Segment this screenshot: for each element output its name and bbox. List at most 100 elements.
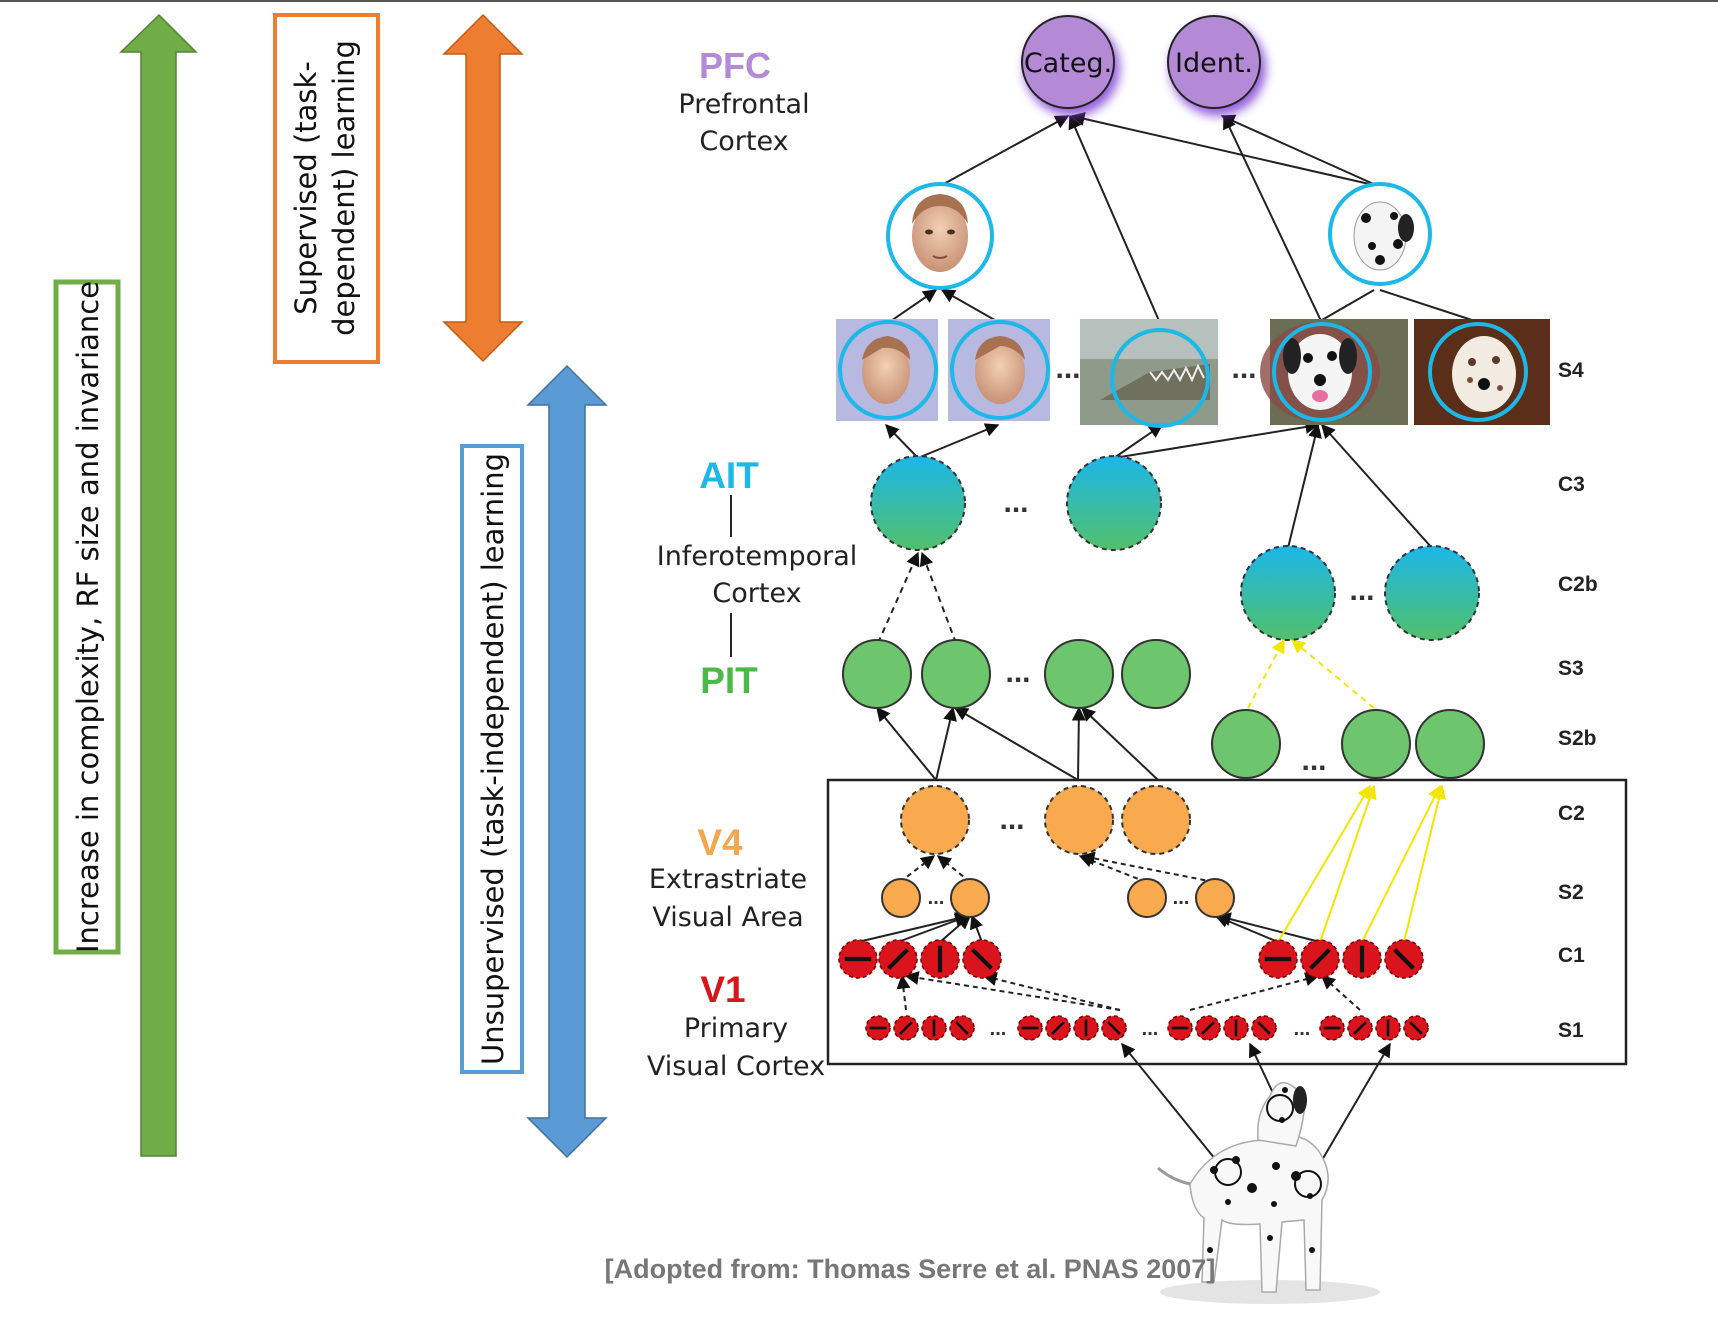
layer-label-c2b: C2b (1558, 573, 1598, 596)
s2b-unit (1415, 709, 1485, 779)
c1-units (838, 939, 1424, 979)
s4-dalmatian-unit-1 (1260, 319, 1408, 425)
v1-line2: Visual Cortex (647, 1051, 825, 1082)
c2-unit (900, 785, 970, 855)
ident-node: Ident. (1167, 15, 1266, 116)
unsupervised-arrow (526, 364, 608, 1159)
pfc-abbr: PFC (699, 45, 771, 86)
v1-abbr: V1 (700, 969, 745, 1010)
dog-tuned-unit (1328, 182, 1432, 286)
ait-abbr: AIT (699, 455, 759, 496)
ident-label: Ident. (1175, 48, 1253, 79)
c3-unit (1066, 455, 1162, 551)
complexity-arrow (119, 13, 198, 1157)
orientation-unit (1347, 1015, 1373, 1041)
c2-ellipsis: ... (999, 803, 1024, 836)
orientation-unit (878, 939, 918, 979)
orientation-unit (1223, 1015, 1249, 1041)
it-line1: Inferotemporal (657, 541, 858, 572)
orientation-unit (1195, 1015, 1221, 1041)
s3-unit (842, 639, 912, 709)
s1-ellipses: ... ... ... (990, 1018, 1311, 1040)
orientation-unit (893, 1015, 919, 1041)
categ-label: Categ. (1024, 48, 1112, 79)
s4-face-unit-1 (836, 319, 938, 421)
s2b-ellipsis: ... (1301, 744, 1326, 777)
s2-unit (1195, 878, 1235, 918)
pfc-line2: Cortex (699, 126, 788, 157)
s4-face-unit-2 (948, 319, 1050, 421)
c2b-ellipsis: ... (1349, 574, 1374, 607)
s2-unit (1127, 878, 1167, 918)
c2b-units (1240, 545, 1480, 641)
layer-label-s1: S1 (1558, 1019, 1584, 1042)
unsupervised-label-box (460, 444, 524, 1074)
orientation-unit (921, 1015, 947, 1041)
s2b-unit (1211, 709, 1281, 779)
s1-units (865, 1015, 1429, 1041)
c2-units (900, 785, 1191, 855)
v4-line1: Extrastriate (649, 864, 807, 895)
orientation-unit (1045, 1015, 1071, 1041)
s1-ellipsis: ... (1142, 1018, 1159, 1040)
orientation-unit (1375, 1015, 1401, 1041)
s3-unit (1044, 639, 1114, 709)
c2b-unit (1384, 545, 1480, 641)
orientation-unit (949, 1015, 975, 1041)
complexity-label-box (53, 279, 121, 955)
c2b-unit (1240, 545, 1336, 641)
s4-ellipsis-2: ... (1231, 352, 1256, 385)
v4-line2: Visual Area (652, 902, 803, 933)
citation: [Adopted from: Thomas Serre et al. PNAS … (605, 1254, 1216, 1284)
s2-ellipsis-1: ... (928, 887, 945, 909)
orientation-unit (1073, 1015, 1099, 1041)
s3-unit (1121, 639, 1191, 709)
pit-abbr: PIT (700, 660, 758, 701)
s1-ellipsis: ... (1294, 1018, 1311, 1040)
supervised-arrow (442, 13, 524, 363)
layer-label-c3: C3 (1558, 473, 1585, 496)
s4-crocodile-unit (1080, 319, 1218, 428)
s3-units (842, 639, 1191, 709)
layer-label-c2: C2 (1558, 802, 1585, 825)
orientation-unit (962, 939, 1002, 979)
c3-unit (870, 455, 966, 551)
s2-ellipsis-2: ... (1173, 887, 1190, 909)
c2-unit (1121, 785, 1191, 855)
layer-labels: S4 C3 C2b S3 S2b C2 S2 C1 S1 (1558, 359, 1598, 1042)
orientation-unit (1403, 1015, 1429, 1041)
unsupervised-label: Unsupervised (task-independent) learning (476, 453, 510, 1065)
s2b-units (1211, 709, 1485, 779)
orientation-unit (1017, 1015, 1043, 1041)
v4-abbr: V4 (697, 822, 743, 863)
s2b-unit (1341, 709, 1411, 779)
connections (857, 111, 1479, 1185)
complexity-label: Increase in complexity, RF size and inva… (71, 281, 105, 953)
layer-label-s4: S4 (1558, 359, 1584, 382)
bypass-connections (1247, 638, 1446, 943)
s2-units (881, 878, 1235, 918)
it-line2: Cortex (712, 578, 801, 609)
orientation-unit (1101, 1015, 1127, 1041)
s4-dalmatian-unit-2 (1414, 319, 1550, 425)
pfc-line1: Prefrontal (678, 89, 809, 120)
orientation-unit (838, 939, 878, 979)
dalmatian-input-image (1157, 1081, 1380, 1304)
s2-unit (950, 878, 990, 918)
layer-label-s2: S2 (1558, 881, 1584, 904)
layer-label-s3: S3 (1558, 657, 1584, 680)
orientation-unit (1342, 939, 1382, 979)
categ-node: Categ. (1021, 15, 1120, 116)
early-visual-box (826, 778, 1628, 1066)
v1-line1: Primary (684, 1013, 788, 1044)
c3-units (870, 455, 1162, 551)
orientation-unit (1319, 1015, 1345, 1041)
s3-ellipsis: ... (1005, 656, 1030, 689)
orientation-unit (1300, 939, 1340, 979)
orientation-unit (865, 1015, 891, 1041)
supervised-label-box (273, 13, 380, 364)
s3-unit (921, 639, 991, 709)
supervised-label-line1: Supervised (task- (289, 61, 323, 315)
s1-ellipsis: ... (990, 1018, 1007, 1040)
